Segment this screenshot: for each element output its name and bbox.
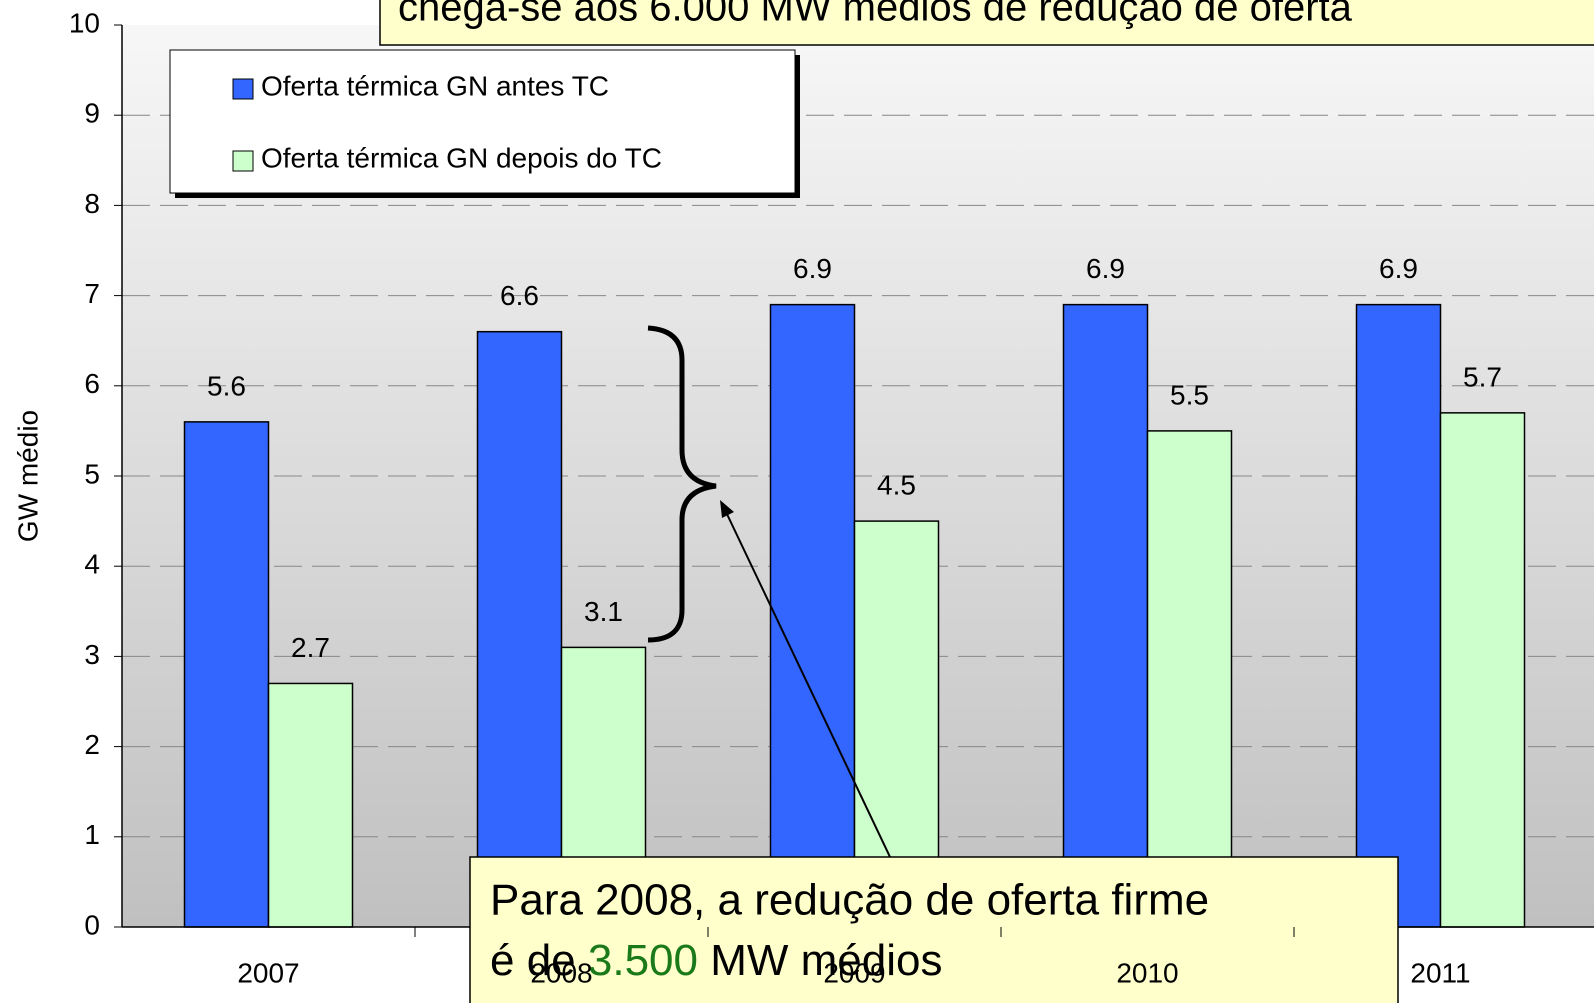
y-tick-label: 10 xyxy=(69,7,100,38)
legend-swatch xyxy=(232,150,254,172)
y-tick-label: 1 xyxy=(84,819,100,850)
bar xyxy=(476,330,563,928)
top-annotation: chega-se aos 6.000 MW médios de redução … xyxy=(398,0,1353,30)
text: é de xyxy=(490,936,588,985)
highlight: 3.500 xyxy=(588,936,698,985)
value-label: 5.5 xyxy=(1170,379,1209,410)
y-tick-label: 6 xyxy=(84,368,100,399)
value-label: 5.6 xyxy=(207,370,246,401)
y-tick-label: 0 xyxy=(84,909,100,940)
bottom-annotation-line2: é de 3.500 MW médios xyxy=(490,936,942,985)
legend-swatch xyxy=(232,78,254,100)
value-label: 5.7 xyxy=(1463,361,1502,392)
legend-label: Oferta térmica GN depois do TC xyxy=(261,142,662,173)
y-axis-label: GW médio xyxy=(12,410,43,542)
value-label: 4.5 xyxy=(877,469,916,500)
bar xyxy=(1062,303,1149,928)
bar xyxy=(267,682,354,928)
y-tick-label: 3 xyxy=(84,639,100,670)
bar xyxy=(1355,303,1442,928)
bar xyxy=(1146,430,1233,928)
value-label: 6.9 xyxy=(793,253,832,284)
value-label: 6.9 xyxy=(1086,253,1125,284)
x-tick-label: 2007 xyxy=(237,957,299,988)
x-tick-label: 2010 xyxy=(1116,957,1178,988)
bottom-annotation-box xyxy=(469,856,1399,1003)
value-label: 3.1 xyxy=(584,596,623,627)
y-tick-label: 9 xyxy=(84,98,100,129)
text: MW médios xyxy=(698,936,942,985)
value-label: 6.9 xyxy=(1379,253,1418,284)
y-tick-label: 4 xyxy=(84,549,100,580)
bar xyxy=(1439,412,1526,928)
legend-label: Oferta térmica GN antes TC xyxy=(261,70,609,101)
bottom-annotation-line1: Para 2008, a redução de oferta firme xyxy=(490,876,1209,925)
arrow-line xyxy=(725,511,891,858)
value-label: 2.7 xyxy=(291,632,330,663)
bar xyxy=(769,303,856,928)
x-tick-label: 2011 xyxy=(1410,957,1470,988)
bars xyxy=(183,303,1526,928)
y-tick-label: 5 xyxy=(84,458,100,489)
y-tick-label: 7 xyxy=(84,278,100,309)
bar xyxy=(183,421,270,928)
top-annotation-box xyxy=(379,0,1594,46)
legend-box xyxy=(169,49,796,194)
arrow-head xyxy=(720,500,734,518)
y-tick-label: 2 xyxy=(84,729,100,760)
value-label: 6.6 xyxy=(500,280,539,311)
x-tick-label: 2008 xyxy=(530,957,592,988)
y-tick-label: 8 xyxy=(84,188,100,219)
legend: Oferta térmica GN antes TC Oferta térmica… xyxy=(169,49,800,198)
brace xyxy=(647,325,717,643)
x-tick-label: 2009 xyxy=(823,957,885,988)
